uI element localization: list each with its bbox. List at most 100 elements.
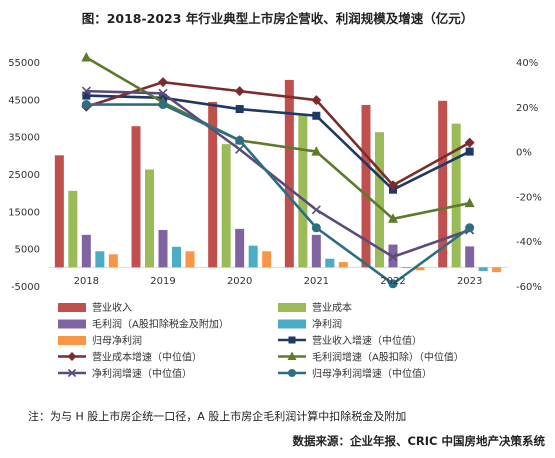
line-marker — [311, 146, 322, 156]
legend-swatch — [58, 319, 86, 329]
bar — [298, 114, 308, 268]
line-marker — [81, 100, 91, 110]
line-marker — [287, 351, 297, 360]
bar — [131, 126, 141, 268]
series-line — [85, 80, 471, 187]
bar — [402, 267, 411, 269]
x-tick-label: 2020 — [227, 276, 252, 287]
line-marker — [388, 180, 398, 191]
bar — [145, 169, 154, 268]
x-tick-label: 2023 — [457, 276, 482, 287]
line-marker — [388, 213, 398, 223]
bar — [235, 228, 245, 268]
x-tick-label: 2021 — [304, 276, 329, 287]
series-line — [85, 56, 470, 221]
series-line — [86, 89, 471, 259]
y-left-tick-label: 5000 — [15, 245, 40, 256]
legend-swatch — [58, 336, 86, 345]
bar — [438, 100, 448, 268]
line-marker — [158, 100, 168, 110]
legend-label: 归母净利润 — [92, 334, 142, 347]
bar — [81, 234, 91, 268]
bar — [262, 251, 272, 268]
y-right-tick-label: -40% — [516, 237, 542, 248]
line-marker — [464, 197, 475, 208]
lines-group — [81, 52, 475, 289]
y-right-tick-label: 20% — [516, 103, 538, 114]
line-marker — [235, 135, 245, 145]
x-tick-label: 2022 — [380, 276, 405, 287]
line-marker — [67, 352, 77, 361]
bar — [325, 258, 335, 268]
line-marker — [67, 368, 77, 378]
bar — [465, 246, 475, 268]
line-marker — [235, 144, 245, 154]
y-right-tick-label: -20% — [516, 192, 542, 203]
line-marker — [311, 95, 322, 106]
line-marker — [81, 86, 91, 96]
legend-label: 营业成本 — [312, 301, 352, 314]
bar — [108, 254, 118, 268]
source-note: 数据来源：企业年报、CRIC 中国房地产决策系统 — [292, 434, 545, 448]
legend-label: 营业收入增速（中位值） — [312, 334, 422, 347]
y-right-tick-label: 40% — [516, 58, 538, 69]
x-tick-label: 2018 — [74, 276, 99, 287]
y-right-tick-label: -60% — [516, 282, 542, 293]
series-line — [86, 103, 471, 286]
y-axis-right: -60% -40% -20% 0% 20% 40% — [516, 58, 542, 293]
line-marker — [311, 205, 321, 215]
legend-label: 归母净利润增速（中位值） — [312, 367, 432, 380]
line-marker — [288, 369, 296, 377]
bar — [451, 123, 461, 268]
y-right-tick-label: 0% — [516, 148, 532, 159]
line-marker — [465, 147, 474, 156]
legend-label: 营业成本增速（中位值） — [92, 351, 202, 364]
x-tick-label: 2019 — [150, 276, 175, 287]
bar — [185, 251, 195, 268]
y-left-tick-label: 15000 — [8, 207, 40, 218]
line-marker — [464, 137, 475, 148]
line-marker — [234, 86, 245, 97]
y-axis-left: -5000 5000 15000 25000 35000 45000 55000 — [8, 58, 40, 293]
bar — [68, 190, 78, 268]
bar — [415, 267, 425, 271]
line-marker — [158, 88, 168, 98]
bar — [95, 251, 105, 268]
bar — [248, 245, 258, 268]
y-left-tick-label: 35000 — [8, 133, 40, 144]
bar — [375, 132, 384, 268]
bar — [478, 267, 488, 272]
bar — [311, 234, 321, 268]
line-marker — [388, 252, 398, 262]
y-left-tick-label: 45000 — [8, 95, 40, 106]
legend-swatch — [278, 303, 306, 312]
line-marker — [288, 336, 296, 344]
bar — [54, 155, 64, 268]
y-left-tick-label: 25000 — [8, 170, 40, 181]
series-line — [86, 94, 471, 192]
line-marker — [81, 52, 92, 62]
line-marker — [465, 223, 475, 233]
bar — [172, 246, 181, 268]
y-left-tick-label: 55000 — [8, 58, 40, 69]
bar — [221, 144, 231, 268]
legend-swatch — [278, 319, 306, 329]
line-marker — [311, 223, 321, 233]
line-marker — [388, 279, 398, 289]
bar — [361, 104, 371, 268]
bar — [284, 79, 294, 268]
line-marker — [235, 105, 244, 114]
bar — [492, 267, 502, 273]
bars-group — [54, 79, 502, 273]
bar — [338, 262, 348, 268]
line-marker — [158, 77, 168, 88]
legend-label: 净利润 — [312, 318, 342, 331]
bar — [158, 230, 168, 268]
chart-title: 图：2018-2023 年行业典型上市房企营收、利润规模及增速（亿元） — [81, 11, 474, 26]
line-marker — [312, 111, 321, 120]
footnote: 注：为与 H 股上市房企统一口径，A 股上市房企毛利润计算中扣除税金及附加 — [28, 410, 407, 423]
line-marker — [82, 91, 91, 100]
